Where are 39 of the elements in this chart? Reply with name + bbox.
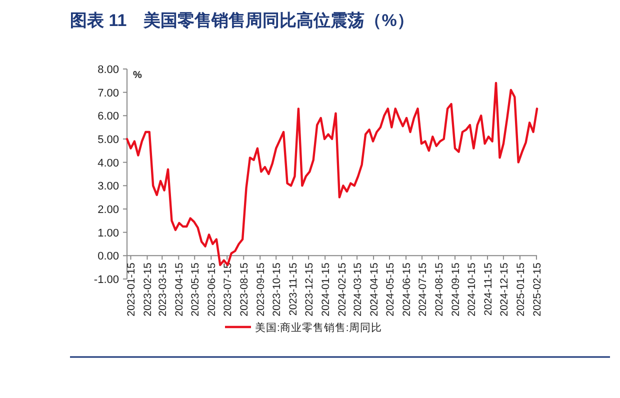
y-tick-label: 4.00 xyxy=(98,157,119,170)
x-tick-label: 2023-08-15 xyxy=(238,262,251,316)
x-tick-label: 2023-09-15 xyxy=(255,262,268,316)
x-tick-label: 2025-01-15 xyxy=(514,262,527,316)
x-tick-label: 2024-12-15 xyxy=(498,262,510,316)
x-tick-label: 2023-11-15 xyxy=(288,262,300,316)
x-tick-label: 2023-05-15 xyxy=(190,262,202,316)
x-tick-label: 2023-07-15 xyxy=(222,262,234,316)
x-tick-label: 2024-02-15 xyxy=(336,262,349,316)
x-tick-label: 2024-07-15 xyxy=(416,262,429,316)
y-tick-label: 2.00 xyxy=(98,204,119,216)
x-tick-label: 2023-12-15 xyxy=(304,262,316,316)
y-tick-label: 8.00 xyxy=(98,64,119,76)
y-tick-label: 3.00 xyxy=(98,180,119,193)
x-tick-label: 2023-06-15 xyxy=(206,262,218,316)
legend-label: 美国:商业零售销售:周同比 xyxy=(255,321,382,334)
x-tick-label: 2023-02-15 xyxy=(142,262,154,316)
x-tick-label: 2023-10-15 xyxy=(271,262,284,316)
y-tick-label: 0.00 xyxy=(98,250,119,263)
y-tick-label: -1.00 xyxy=(94,274,119,286)
x-tick-label: 2024-05-15 xyxy=(384,262,397,316)
x-tick-label: 2024-03-15 xyxy=(352,262,364,316)
x-tick-label: 2023-01-15 xyxy=(126,262,138,316)
x-tick-label: 2024-11-15 xyxy=(482,262,494,316)
x-tick-label: 2024-01-15 xyxy=(320,262,332,316)
x-tick-label: 2024-08-15 xyxy=(433,262,446,316)
x-tick-label: 2024-09-15 xyxy=(450,262,462,316)
y-tick-label: 6.00 xyxy=(98,110,119,123)
x-tick-label: 2024-10-15 xyxy=(466,262,478,316)
x-tick-label: 2024-06-15 xyxy=(401,262,414,316)
y-tick-label: 1.00 xyxy=(98,227,119,240)
x-tick-label: 2024-04-15 xyxy=(368,262,381,316)
x-tick-label: 2023-03-15 xyxy=(157,262,170,316)
y-axis-title: % xyxy=(133,70,142,81)
y-tick-label: 5.00 xyxy=(98,134,119,146)
y-tick-label: 7.00 xyxy=(98,87,119,100)
chart-title: 图表 11 美国零售销售周同比高位震荡（%） xyxy=(70,11,414,30)
x-tick-label: 2025-02-15 xyxy=(531,262,544,316)
x-tick-label: 2023-04-15 xyxy=(174,262,186,316)
